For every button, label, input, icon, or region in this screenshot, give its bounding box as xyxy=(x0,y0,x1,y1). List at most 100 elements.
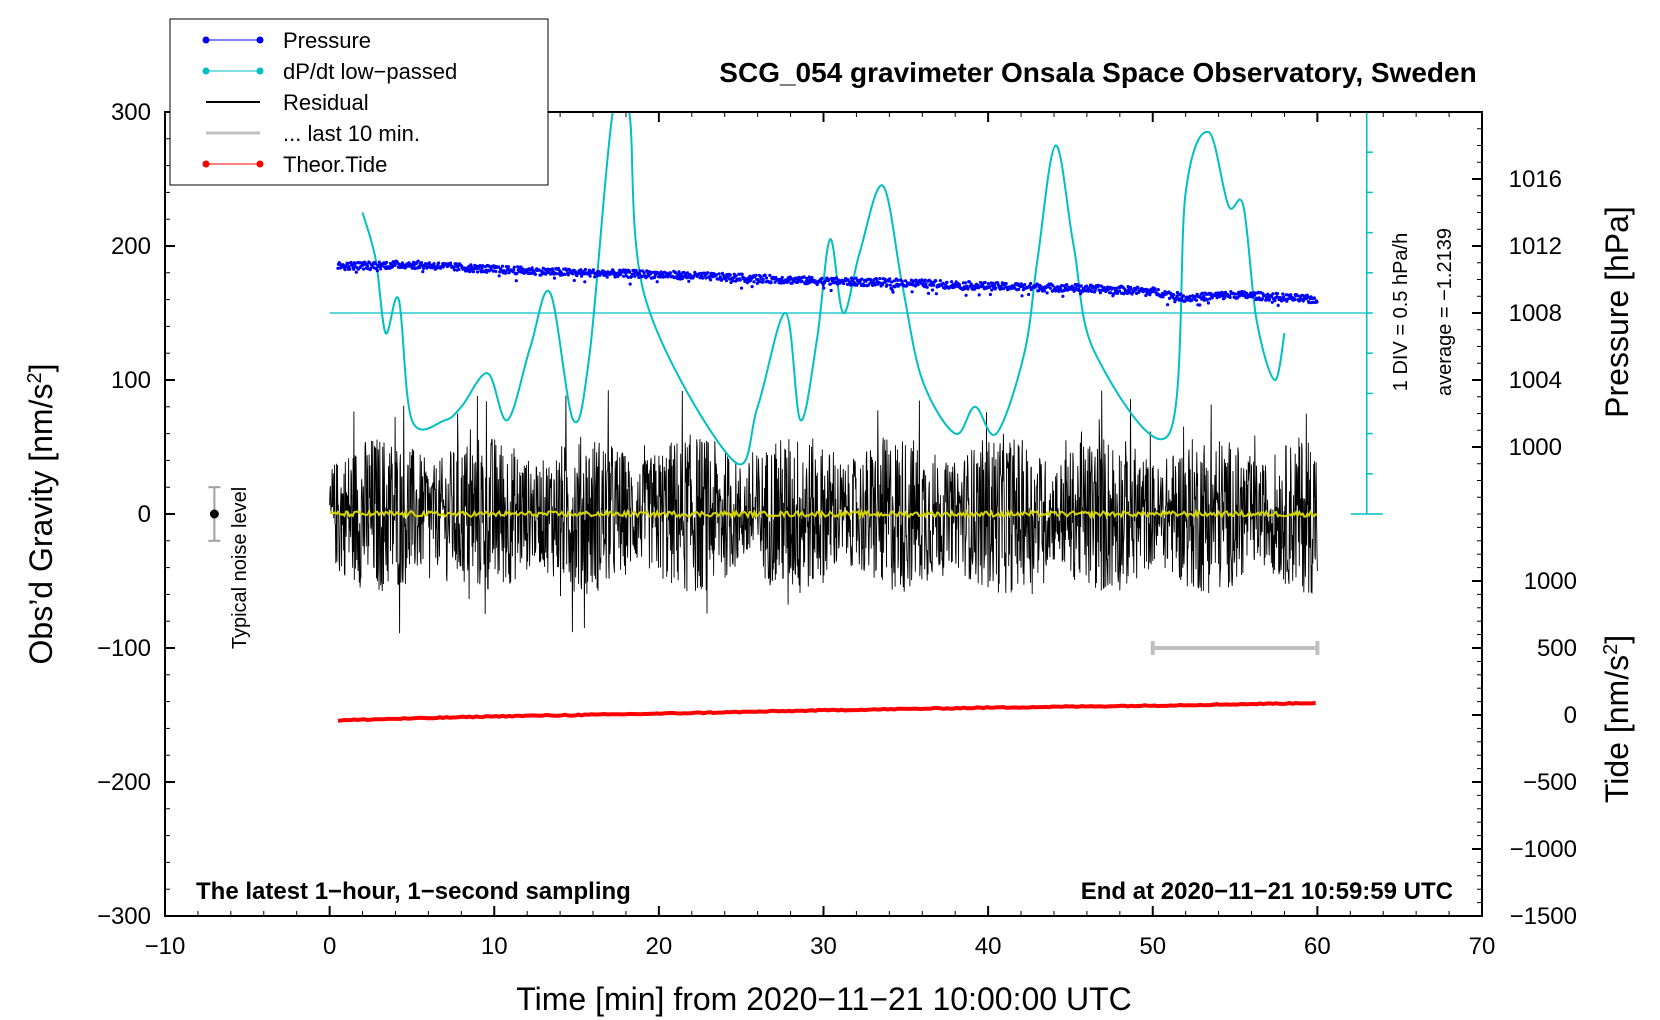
pressure-point xyxy=(419,261,424,265)
pressure-point xyxy=(795,280,800,284)
pressure-point xyxy=(563,272,567,276)
pressure-point xyxy=(480,266,484,270)
pressure-point xyxy=(1194,298,1199,302)
legend-marker xyxy=(256,160,264,168)
pressure-point xyxy=(1090,289,1094,294)
pressure-point xyxy=(851,277,856,281)
x-tick-label: 60 xyxy=(1304,933,1331,960)
legend-marker xyxy=(202,160,210,168)
pressure-point xyxy=(457,267,461,272)
y-axis-label-tide-sup: 2 xyxy=(1600,644,1622,655)
pressure-point xyxy=(963,281,968,285)
pressure-point xyxy=(950,280,954,284)
pressure-point xyxy=(810,276,814,280)
x-tick-label: 30 xyxy=(810,933,837,960)
pressure-point xyxy=(739,286,744,290)
pressure-point xyxy=(468,270,472,274)
dpdt-div-label: 1 DIV = 0.5 hPa/h xyxy=(1390,233,1412,391)
pressure-point xyxy=(659,270,663,274)
pressure-point xyxy=(1072,289,1076,293)
legend-label: dP/dt low−passed xyxy=(283,59,457,84)
pressure-point xyxy=(983,280,987,285)
pressure-point xyxy=(1079,292,1083,296)
pressure-point xyxy=(579,268,583,272)
pressure-point xyxy=(1200,291,1205,295)
pressure-point xyxy=(566,273,570,277)
pressure-point xyxy=(676,273,680,277)
pressure-point xyxy=(1181,294,1185,298)
theor-tide-line xyxy=(337,700,1316,723)
tide-tick-label: 500 xyxy=(1537,635,1577,662)
pressure-point xyxy=(591,268,596,272)
pressure-point xyxy=(365,264,370,268)
pressure-point xyxy=(891,290,895,294)
pressure-point xyxy=(896,278,900,282)
pressure-point xyxy=(1134,288,1138,292)
x-tick-label: 10 xyxy=(481,933,508,960)
pressure-tick-label: 1004 xyxy=(1509,367,1562,394)
pressure-point xyxy=(593,275,597,279)
noise-level-indicator xyxy=(208,486,221,542)
pressure-point xyxy=(347,265,351,269)
pressure-point xyxy=(637,271,642,276)
pressure-point xyxy=(934,279,938,283)
pressure-point xyxy=(992,283,997,287)
pressure-tick-label: 1016 xyxy=(1509,166,1562,193)
pressure-point xyxy=(1273,299,1277,303)
pressure-point xyxy=(1077,289,1081,293)
pressure-point xyxy=(1233,292,1237,296)
y-tick-label: 100 xyxy=(111,367,151,394)
pressure-point xyxy=(506,265,510,269)
pressure-point xyxy=(1100,284,1104,288)
pressure-point xyxy=(338,261,342,265)
pressure-point xyxy=(1266,292,1270,296)
pressure-point xyxy=(605,275,609,279)
pressure-point xyxy=(740,272,744,276)
pressure-point xyxy=(773,280,777,284)
pressure-point xyxy=(1093,289,1097,293)
pressure-point xyxy=(1271,292,1275,296)
pressure-point xyxy=(873,283,877,287)
y-axis-label-gravity: Obs’d Gravity [nm/s2] xyxy=(23,364,59,665)
x-tick-label: −10 xyxy=(145,933,186,960)
pressure-point xyxy=(1245,291,1249,295)
pressure-point xyxy=(588,274,592,278)
pressure-point xyxy=(642,271,646,275)
pressure-tick-label: 1000 xyxy=(1509,434,1562,461)
x-tick-label: 20 xyxy=(646,933,673,960)
pressure-point xyxy=(530,266,534,270)
pressure-point xyxy=(1004,282,1008,286)
pressure-point xyxy=(622,274,626,278)
pressure-point xyxy=(822,286,826,290)
x-tick-label: 0 xyxy=(323,933,336,960)
pressure-point xyxy=(512,268,516,272)
pressure-point xyxy=(1035,282,1039,286)
pressure-point xyxy=(1315,300,1319,304)
pressure-point xyxy=(934,292,939,296)
pressure-point xyxy=(393,263,397,267)
pressure-point xyxy=(802,275,806,279)
pressure-point xyxy=(862,284,866,288)
pressure-point xyxy=(1275,292,1280,296)
pressure-point xyxy=(352,267,356,271)
pressure-point xyxy=(505,268,509,272)
pressure-point xyxy=(481,264,485,268)
pressure-point xyxy=(890,280,894,284)
pressure-point xyxy=(717,272,721,276)
dpdt-series xyxy=(329,112,1367,466)
pressure-point xyxy=(421,266,426,270)
pressure-point xyxy=(1020,294,1024,298)
pressure-point xyxy=(343,268,347,272)
pressure-point xyxy=(361,263,365,267)
pressure-point xyxy=(964,293,968,297)
pressure-point xyxy=(519,265,523,269)
pressure-point xyxy=(855,283,859,287)
pressure-tick-label: 1008 xyxy=(1509,300,1562,327)
pressure-point xyxy=(914,278,918,282)
pressure-point xyxy=(556,266,561,271)
pressure-point xyxy=(969,282,973,286)
pressure-point xyxy=(1270,300,1274,304)
pressure-point xyxy=(1293,298,1297,302)
y-tick-label: 200 xyxy=(111,233,151,260)
legend-marker xyxy=(256,36,264,44)
